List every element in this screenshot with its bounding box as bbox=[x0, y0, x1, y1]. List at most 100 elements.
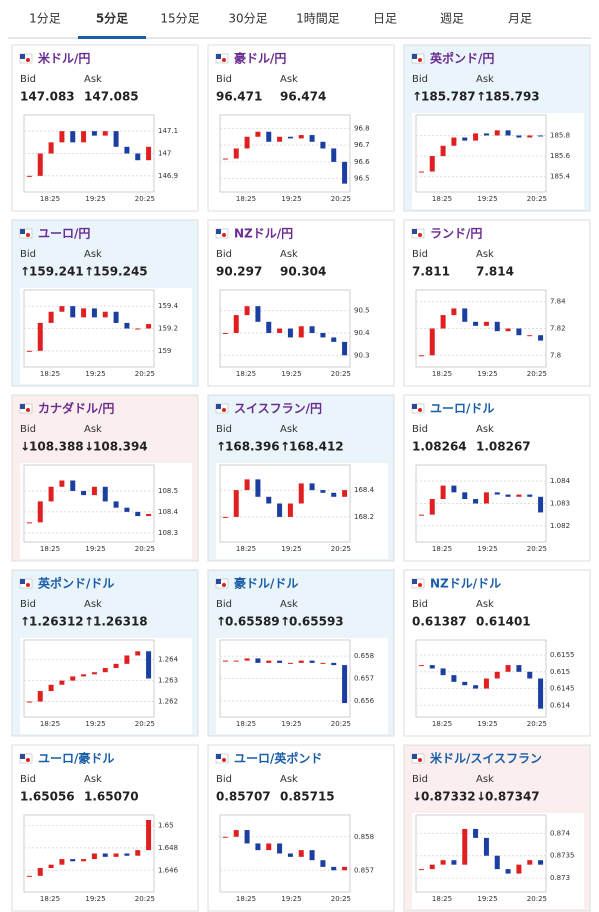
candle bbox=[266, 660, 272, 663]
y-tick-label: 0.658 bbox=[354, 652, 374, 660]
candle bbox=[146, 820, 152, 851]
tab[interactable]: 月足 bbox=[508, 12, 532, 26]
candle bbox=[331, 866, 337, 871]
flag-dot bbox=[418, 758, 422, 762]
candle bbox=[91, 486, 97, 496]
ask-label: Ask bbox=[476, 599, 494, 610]
candle bbox=[440, 315, 446, 329]
candle bbox=[37, 868, 43, 876]
candle bbox=[113, 663, 119, 669]
ask-value: 96.474 bbox=[280, 90, 326, 104]
candle bbox=[298, 326, 304, 338]
tab[interactable]: 30分足 bbox=[228, 12, 267, 26]
tab[interactable]: 5分足 bbox=[96, 11, 128, 26]
candle bbox=[48, 684, 54, 692]
candle bbox=[440, 860, 446, 865]
candle bbox=[287, 328, 293, 338]
chart-frame bbox=[23, 464, 155, 543]
candle bbox=[287, 662, 293, 664]
bid-label: Bid bbox=[216, 249, 232, 260]
flag-dot bbox=[26, 233, 30, 237]
y-tick-label: 7.84 bbox=[550, 298, 566, 306]
ask-label: Ask bbox=[280, 774, 298, 785]
ask-arrow: ↓ bbox=[84, 440, 94, 454]
bid-arrow: ↑ bbox=[216, 615, 226, 629]
y-tick-label: 1.083 bbox=[550, 500, 570, 508]
candle bbox=[146, 146, 152, 161]
candle bbox=[277, 503, 283, 517]
ask-value: 7.814 bbox=[476, 265, 514, 279]
flag-dot bbox=[26, 408, 30, 412]
ask-arrow: ↑ bbox=[84, 265, 94, 279]
tab[interactable]: 日足 bbox=[373, 12, 397, 26]
candle bbox=[277, 328, 283, 333]
flag-mark bbox=[20, 54, 25, 59]
bid-label: Bid bbox=[412, 424, 428, 435]
candle bbox=[222, 158, 228, 160]
candle bbox=[538, 860, 544, 865]
tab[interactable]: 週足 bbox=[440, 12, 464, 26]
candle bbox=[527, 494, 533, 497]
x-tick-label: 20:25 bbox=[331, 720, 351, 728]
candle bbox=[331, 148, 337, 162]
ask-value: 159.245 bbox=[93, 265, 148, 279]
bid-value: 0.65589 bbox=[225, 615, 280, 629]
candle bbox=[287, 853, 293, 857]
candle bbox=[48, 864, 54, 869]
candle bbox=[37, 322, 43, 351]
candle bbox=[473, 828, 479, 838]
ask-label: Ask bbox=[476, 774, 494, 785]
tab[interactable]: 15分足 bbox=[160, 12, 199, 26]
y-tick-label: 159.2 bbox=[158, 325, 178, 333]
y-tick-label: 0.873 bbox=[550, 874, 570, 882]
tab[interactable]: 1時間足 bbox=[296, 12, 340, 26]
y-tick-label: 0.657 bbox=[354, 675, 374, 683]
candle bbox=[429, 864, 435, 870]
candle bbox=[505, 130, 511, 136]
y-tick-label: 7.82 bbox=[550, 325, 566, 333]
candle bbox=[146, 324, 152, 329]
flag-mark bbox=[412, 754, 417, 759]
flag-mark bbox=[216, 579, 221, 584]
bid-arrow: ↓ bbox=[20, 440, 30, 454]
candle bbox=[222, 836, 228, 838]
x-tick-label: 18:25 bbox=[236, 195, 256, 203]
y-tick-label: 159.4 bbox=[158, 302, 179, 310]
candle bbox=[222, 516, 228, 518]
y-tick-label: 7.8 bbox=[550, 351, 561, 359]
candle bbox=[37, 153, 43, 176]
candle bbox=[418, 171, 424, 173]
candle bbox=[451, 485, 457, 493]
y-tick-label: 90.5 bbox=[354, 307, 370, 315]
candle bbox=[516, 328, 522, 336]
candle bbox=[81, 131, 87, 143]
flag-dot bbox=[26, 758, 30, 762]
candle bbox=[48, 142, 54, 154]
candle bbox=[440, 485, 446, 500]
tab-underline bbox=[78, 36, 146, 39]
x-tick-label: 20:25 bbox=[527, 720, 547, 728]
ask-value: 185.793 bbox=[485, 90, 540, 104]
ask-label: Ask bbox=[280, 74, 298, 85]
candle bbox=[102, 486, 108, 502]
tab[interactable]: 1分足 bbox=[29, 12, 61, 26]
candle bbox=[277, 843, 283, 854]
ask-value: 0.61401 bbox=[476, 615, 531, 629]
y-tick-label: 96.7 bbox=[354, 141, 370, 149]
candle bbox=[298, 660, 304, 663]
